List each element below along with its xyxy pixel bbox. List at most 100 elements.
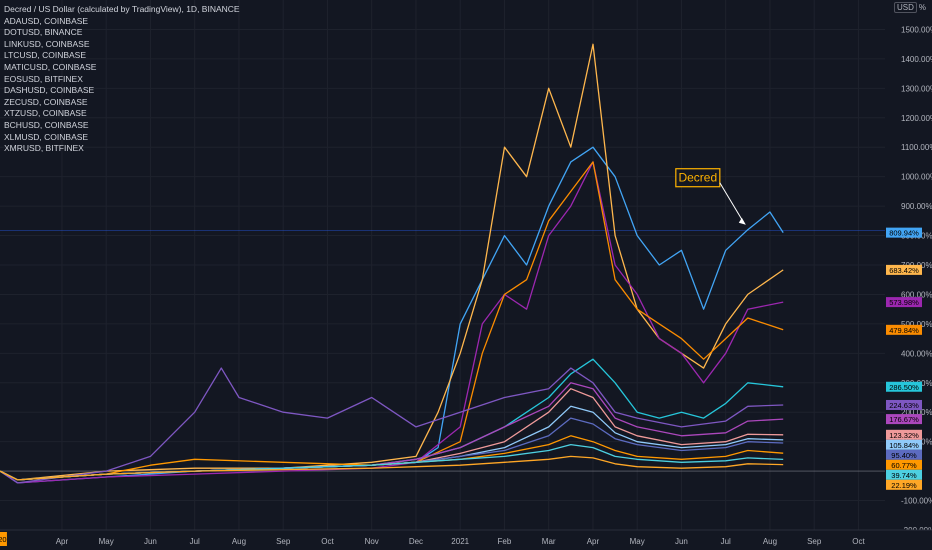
y-tick-label: 500.00% — [901, 320, 932, 329]
last-value-tag-bg — [886, 449, 922, 460]
last-value-label: 224.63% — [889, 401, 919, 410]
crosshair-date-badge: 12 Mar '20 — [0, 532, 7, 546]
x-tick-label: Jul — [190, 537, 200, 546]
last-value-label: 176.67% — [889, 415, 919, 424]
x-tick-label: Apr — [56, 537, 69, 546]
last-value-tag-bg — [886, 264, 922, 275]
x-tick-label: Jun — [675, 537, 688, 546]
last-value-label: 39.74% — [891, 471, 917, 480]
x-tick-label: Jul — [721, 537, 731, 546]
last-value-tag: 479.84% — [886, 324, 922, 335]
x-tick-label: Apr — [587, 537, 600, 546]
time-axis-bg — [0, 530, 932, 550]
last-value-tag-bg — [886, 227, 922, 238]
last-value-tag-bg — [886, 381, 922, 392]
annotation-box — [675, 168, 721, 188]
crosshair-date-bg — [0, 532, 7, 546]
y-tick-label: -100.00% — [901, 497, 932, 506]
legend: Decred / US Dollar (calculated by Tradin… — [4, 4, 240, 155]
legend-item[interactable]: DOTUSD, BINANCE — [4, 27, 83, 38]
x-tick-label: Sep — [807, 537, 822, 546]
last-value-label: 95.40% — [891, 451, 917, 460]
legend-item[interactable]: MATICUSD, COINBASE — [4, 61, 97, 72]
legend-item[interactable]: ZECUSD, COINBASE — [4, 96, 88, 107]
annotation-callout[interactable]: Decred — [675, 168, 746, 225]
annotation-arrow-head — [738, 217, 746, 225]
annotation-label: Decred — [678, 171, 717, 185]
last-value-tag: 573.98% — [886, 297, 922, 308]
last-value-label: 573.98% — [889, 298, 919, 307]
main-symbol-title[interactable]: Decred / US Dollar (calculated by Tradin… — [4, 4, 240, 14]
crosshair-date-label: 12 Mar '20 — [0, 535, 7, 544]
compare-symbols-list: ADAUSD, COINBASE DOTUSD, BINANCE LINKUSD, … — [4, 16, 240, 155]
last-value-label: 60.77% — [891, 461, 917, 470]
x-tick-label: Oct — [321, 537, 334, 546]
last-value-tag-bg — [886, 324, 922, 335]
x-tick-label: Dec — [409, 537, 423, 546]
series-line-5[interactable] — [0, 367, 784, 484]
y-tick-label: 1200.00% — [901, 114, 932, 123]
series-line-2[interactable] — [0, 161, 784, 484]
price-axis[interactable]: -200.00%-100.00%100.00%200.00%300.00%400… — [885, 0, 932, 550]
series-line-1[interactable] — [0, 43, 784, 481]
scale-controls: USD% — [893, 2, 926, 13]
last-value-label: 123.32% — [889, 431, 919, 440]
legend-item[interactable]: XMRUSD, BITFINEX — [4, 143, 84, 154]
last-value-label: 809.94% — [889, 229, 919, 238]
last-value-label: 286.50% — [889, 383, 919, 392]
last-value-tag: 60.77% — [886, 459, 922, 470]
series-line-8[interactable] — [0, 405, 784, 481]
legend-item[interactable]: XLMUSD, COINBASE — [4, 131, 89, 142]
x-tick-label: Sep — [276, 537, 291, 546]
x-tick-label: Feb — [498, 537, 512, 546]
y-tick-label: 900.00% — [901, 202, 932, 211]
x-tick-label: Oct — [852, 537, 865, 546]
y-tick-label: 1000.00% — [901, 173, 932, 182]
last-value-tag: 123.32% — [886, 429, 922, 440]
time-axis[interactable]: Apr May Jun Jul Aug Sep Oct Nov Dec 2021 Feb Mar Apr… — [0, 529, 932, 550]
legend-item[interactable]: LINKUSD, COINBASE — [4, 38, 90, 49]
last-value-tag-bg — [886, 439, 922, 450]
y-tick-label: 200.00% — [901, 408, 932, 417]
series-line-12[interactable] — [0, 455, 784, 481]
legend-item[interactable]: ADAUSD, COINBASE — [4, 15, 89, 26]
last-value-tag: 105.84% — [886, 439, 922, 450]
annotation-arrow-line — [719, 182, 745, 223]
legend-item[interactable]: DASHUSD, COINBASE — [4, 85, 95, 96]
series-lines — [0, 43, 784, 484]
last-value-tag-bg — [886, 479, 922, 490]
y-tick-label: 1500.00% — [901, 25, 932, 34]
last-value-tag: 683.42% — [886, 264, 922, 275]
currency-badge[interactable]: USD — [893, 2, 917, 13]
last-value-label: 683.42% — [889, 266, 919, 275]
legend-item[interactable]: EOSUSD, BITFINEX — [4, 73, 83, 84]
last-value-tag-bg — [886, 429, 922, 440]
last-value-tag-bg — [886, 459, 922, 470]
grid — [0, 0, 885, 531]
series-line-10[interactable] — [0, 435, 784, 481]
legend-item[interactable]: LTCUSD, COINBASE — [4, 50, 87, 61]
last-value-label: 479.84% — [889, 326, 919, 335]
legend-item[interactable]: XTZUSD, COINBASE — [4, 108, 87, 119]
x-tick-label: May — [630, 537, 645, 546]
last-value-tag: 286.50% — [886, 381, 922, 392]
y-tick-label: 1400.00% — [901, 55, 932, 64]
percent-scale-toggle[interactable]: % — [918, 3, 926, 12]
series-line-7[interactable] — [0, 388, 784, 481]
last-value-tag: 95.40% — [886, 449, 922, 460]
last-value-tag-bg — [886, 469, 922, 480]
last-value-tag-bg — [886, 414, 922, 425]
last-value-tag: 176.67% — [886, 414, 922, 425]
last-value-tag: 22.19% — [886, 479, 922, 490]
legend-item[interactable]: BCHUSD, COINBASE — [4, 119, 89, 130]
x-tick-label: Aug — [232, 537, 246, 546]
x-tick-label: Mar — [542, 537, 556, 546]
last-value-tag-bg — [886, 399, 922, 410]
x-tick-label: Aug — [763, 537, 777, 546]
y-tick-label: 1300.00% — [901, 84, 932, 93]
x-tick-label: Nov — [365, 537, 379, 546]
last-value-label: 22.19% — [891, 481, 917, 490]
y-tick-label: 600.00% — [901, 290, 932, 299]
last-value-tag: 809.94% — [886, 227, 922, 238]
